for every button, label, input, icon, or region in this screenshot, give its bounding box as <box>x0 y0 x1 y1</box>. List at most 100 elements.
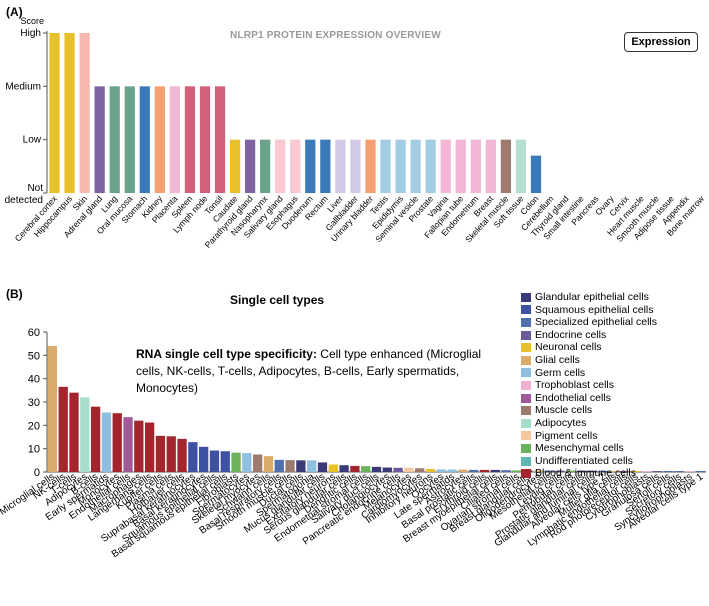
y-tick-label: 10 <box>28 444 40 456</box>
bar <box>112 413 122 472</box>
legend-swatch <box>521 431 531 441</box>
bar <box>101 412 112 472</box>
legend-swatch <box>521 305 531 315</box>
bar <box>155 435 166 472</box>
bar <box>530 155 542 193</box>
legend-swatch <box>521 317 531 327</box>
bar <box>425 468 436 472</box>
legend-label: Mesenchymal cells <box>535 442 624 455</box>
y-level-label: Not detected <box>5 183 44 206</box>
bar <box>652 471 663 472</box>
bar <box>328 464 338 472</box>
bar <box>674 471 684 472</box>
bar <box>485 139 496 193</box>
y-level-label: High <box>20 28 41 39</box>
bar <box>285 460 295 472</box>
bar <box>500 139 512 193</box>
bar <box>598 470 609 472</box>
bar <box>275 139 286 193</box>
legend-label: Specialized epithelial cells <box>535 316 657 329</box>
legend-item: Adipocytes <box>521 417 657 430</box>
legend-swatch <box>521 355 531 365</box>
bar <box>166 436 176 472</box>
legend-item: Trophoblast cells <box>521 379 657 392</box>
bar <box>274 459 284 472</box>
bar <box>154 86 165 193</box>
bar <box>214 86 226 193</box>
bar <box>415 468 425 472</box>
bar <box>123 417 133 472</box>
bar <box>79 33 90 193</box>
legend-swatch <box>521 380 531 390</box>
bar <box>109 86 120 193</box>
bar <box>685 471 695 472</box>
bar <box>307 460 317 472</box>
bar <box>64 33 75 193</box>
y-axis-label: Score <box>20 16 44 26</box>
legend-swatch <box>521 343 531 353</box>
legend-label: Blood & immune cells <box>535 467 636 480</box>
bar <box>231 452 241 472</box>
bar <box>695 471 706 472</box>
bar <box>253 454 263 472</box>
legend-item: Undifferentiated cells <box>521 455 657 468</box>
bar <box>404 467 414 472</box>
legend-swatch <box>521 330 531 340</box>
legend-item: Endothelial cells <box>521 392 657 405</box>
bar <box>566 470 576 472</box>
legend-item: Neuronal cells <box>521 341 657 354</box>
y-tick-label: 50 <box>28 350 40 362</box>
legend-item: Germ cells <box>521 367 657 380</box>
legend-item: Squamous epithelial cells <box>521 304 657 317</box>
bar <box>425 139 436 193</box>
panel-b-title: Single cell types <box>230 293 325 307</box>
legend-label: Neuronal cells <box>535 341 602 354</box>
bar <box>544 470 554 472</box>
bar <box>58 386 68 472</box>
legend-item: Specialized epithelial cells <box>521 316 657 329</box>
bar <box>94 86 105 193</box>
bar <box>139 86 150 193</box>
panel-a-label: (A) <box>6 5 23 19</box>
legend-swatch <box>521 443 531 453</box>
bar <box>90 406 101 472</box>
bar <box>641 471 652 472</box>
bar <box>80 397 90 472</box>
bar <box>350 139 361 193</box>
legend-label: Squamous epithelial cells <box>535 303 654 316</box>
bar <box>410 139 421 193</box>
y-tick-label: 30 <box>28 397 40 409</box>
bar <box>199 86 211 193</box>
expression-button[interactable]: Expression <box>624 32 698 52</box>
legend-label: Adipocytes <box>535 416 587 429</box>
bar <box>533 470 544 472</box>
bar <box>339 465 349 472</box>
y-tick-label: 20 <box>28 420 40 432</box>
bar <box>184 86 196 193</box>
bar <box>361 466 371 472</box>
legend-swatch <box>521 292 531 302</box>
legend-item: Mesenchymal cells <box>521 442 657 455</box>
specificity-annotation: RNA single cell type specificity: Cell t… <box>136 346 496 397</box>
legend-item: Glandular epithelial cells <box>521 291 657 304</box>
bar <box>577 470 587 472</box>
bar <box>447 469 457 472</box>
legend-swatch <box>521 406 531 416</box>
bar <box>49 33 60 193</box>
y-tick-label: 60 <box>28 327 40 339</box>
bar <box>169 86 181 193</box>
legend-swatch <box>521 456 531 466</box>
bar <box>134 420 144 472</box>
legend-swatch <box>521 418 531 428</box>
bar <box>382 467 392 472</box>
bar <box>69 392 79 472</box>
legend-label: Endothelial cells <box>535 391 611 404</box>
bar <box>455 139 466 193</box>
bar <box>350 465 360 472</box>
bar <box>209 450 220 472</box>
bar <box>436 469 446 472</box>
legend-label: Germ cells <box>535 366 586 379</box>
panel-a-title: NLRP1 PROTEIN EXPRESSION OVERVIEW <box>230 30 441 41</box>
